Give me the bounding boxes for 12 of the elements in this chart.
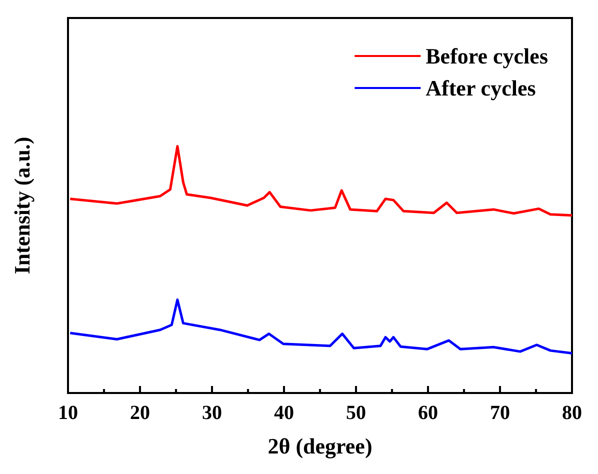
x-axis-title: 2θ (degree): [268, 434, 372, 458]
legend-label: After cycles: [426, 76, 536, 100]
y-axis-title: Intensity (a.u.): [10, 136, 34, 274]
x-tick-label: 20: [130, 402, 150, 424]
x-tick-label: 80: [562, 402, 582, 424]
x-tick-label: 30: [202, 402, 222, 424]
x-tick-label: 60: [418, 402, 438, 424]
x-tick-label: 10: [58, 402, 78, 424]
x-tick-label: 70: [490, 402, 510, 424]
x-tick-label: 40: [274, 402, 294, 424]
x-tick-label: 50: [346, 402, 366, 424]
legend-label: Before cycles: [426, 44, 548, 68]
